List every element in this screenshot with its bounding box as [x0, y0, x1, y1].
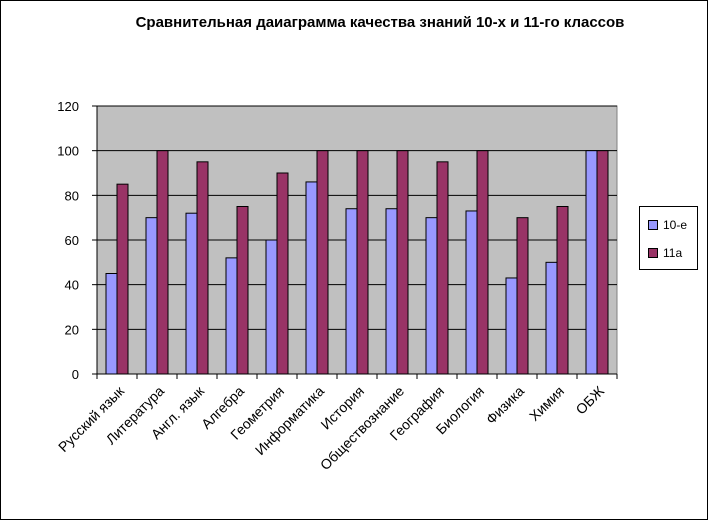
legend-item-11a: 11а [648, 246, 682, 260]
legend: 10-е 11а [639, 206, 698, 270]
bar-0-7 [385, 208, 398, 375]
bar-1-3 [236, 206, 249, 375]
bar-0-1 [145, 217, 158, 375]
x-tick-label-12: ОБЖ [572, 383, 607, 418]
bar-0-3 [225, 257, 238, 375]
legend-label-10e: 10-е [663, 218, 688, 232]
bar-0-9 [465, 210, 478, 375]
bar-0-6 [345, 208, 358, 375]
bar-0-4 [265, 239, 278, 375]
y-tick-label-1: 20 [65, 322, 79, 337]
legend-label-11a: 11а [663, 246, 683, 260]
bar-1-2 [196, 161, 209, 375]
bar-1-11 [556, 206, 569, 375]
y-tick-label-5: 100 [57, 144, 79, 159]
bar-0-0 [105, 273, 118, 375]
bar-1-1 [156, 150, 169, 375]
bar-0-5 [305, 181, 318, 375]
bar-0-11 [545, 261, 558, 375]
bar-0-12 [585, 150, 598, 375]
y-tick-label-2: 40 [65, 278, 79, 293]
bar-1-8 [436, 161, 449, 375]
legend-item-10e: 10-е [648, 218, 687, 232]
bar-1-10 [516, 217, 529, 375]
y-tick-label-3: 60 [65, 233, 79, 248]
bar-1-9 [476, 150, 489, 375]
bar-1-5 [316, 150, 329, 375]
x-tick-label-10: Физика [483, 383, 528, 428]
y-tick-label-0: 0 [72, 367, 79, 382]
bar-0-10 [505, 277, 518, 375]
chart-title: Сравнительная даиаграмма качества знаний… [135, 14, 625, 31]
legend-swatch-10e [648, 220, 658, 230]
bar-1-6 [356, 150, 369, 375]
y-tick-label-4: 80 [65, 188, 79, 203]
bar-0-8 [425, 217, 438, 375]
x-tick-label-11: Химия [526, 383, 567, 424]
legend-swatch-11a [648, 248, 658, 258]
bar-1-7 [396, 150, 409, 375]
bar-0-2 [185, 212, 198, 375]
y-tick-label-6: 120 [57, 99, 79, 114]
bar-1-12 [596, 150, 609, 375]
bar-1-0 [116, 183, 129, 375]
bar-1-4 [276, 172, 289, 375]
x-tick-label-5: Информатика [252, 383, 327, 458]
